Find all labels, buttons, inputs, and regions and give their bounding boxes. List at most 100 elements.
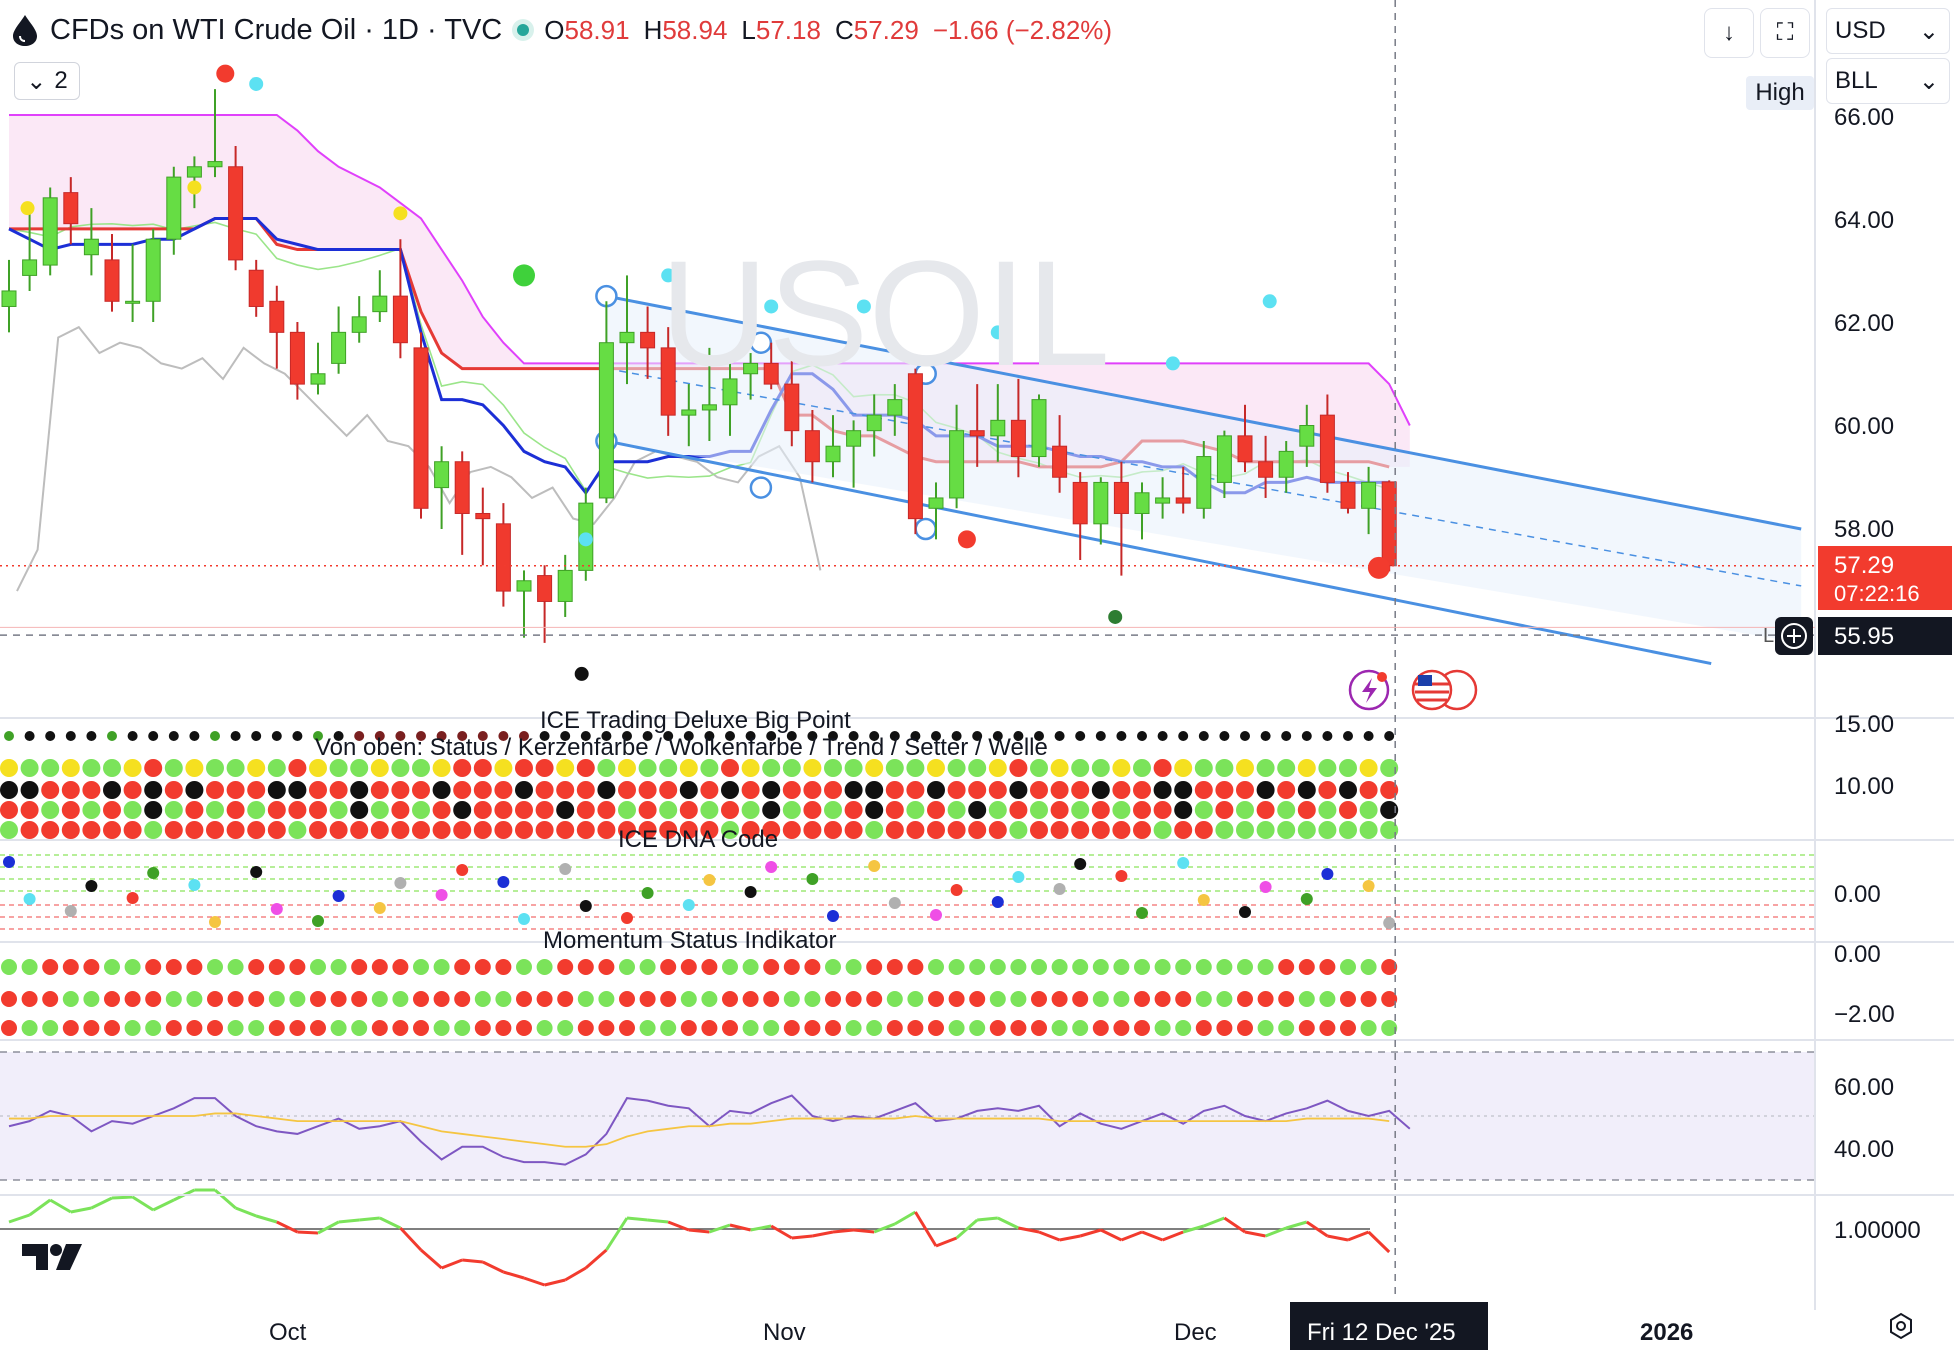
- candle-body: [454, 461, 470, 514]
- price-label: 58.00: [1834, 516, 1894, 543]
- candle: [248, 259, 264, 317]
- osc-segment: [1305, 1220, 1329, 1238]
- bigpoint-dot: [824, 781, 842, 799]
- bigpoint-dot: [1359, 801, 1378, 819]
- bigpoint-dot: [103, 781, 121, 799]
- crosshair-date-tag: [1290, 1302, 1488, 1350]
- bigpoint-dot: [1050, 759, 1069, 777]
- candle: [331, 306, 347, 374]
- momentum-dot: [104, 959, 120, 975]
- bigpoint-dot: [1256, 781, 1275, 799]
- big-point-title: ICE Trading Deluxe Big Point: [540, 707, 851, 734]
- bigpoint-dot: [148, 731, 159, 741]
- momentum-dot: [742, 1020, 759, 1036]
- bigpoint-dot: [1174, 821, 1193, 839]
- bigpoint-dot: [638, 781, 657, 799]
- bigpoint-dot: [226, 759, 245, 777]
- dna-dot: [23, 893, 36, 905]
- candle-body: [434, 461, 450, 489]
- bigpoint-dot: [906, 759, 925, 777]
- momentum-dot: [207, 991, 223, 1007]
- momentum-dot: [783, 991, 800, 1007]
- bigpoint-dot: [350, 821, 369, 839]
- tradingview-logo[interactable]: [22, 1240, 84, 1274]
- bigpoint-dot: [0, 759, 18, 777]
- bigpoint-dot: [622, 731, 632, 741]
- dna-dot: [1259, 881, 1272, 893]
- candle: [825, 415, 841, 478]
- bigpoint-dot: [226, 781, 245, 799]
- candle: [907, 368, 923, 535]
- bigpoint-dot: [745, 731, 756, 741]
- candle-body: [516, 580, 532, 592]
- osc-segment: [1327, 1234, 1349, 1242]
- bigpoint-dot: [535, 801, 554, 819]
- currency-select[interactable]: USD ⌄: [1826, 8, 1950, 54]
- momentum-dot: [1278, 959, 1295, 975]
- collapse-indicators-button[interactable]: ⌄ 2: [14, 62, 80, 100]
- settings-icon[interactable]: [1890, 1312, 1912, 1340]
- bigpoint-dot: [168, 731, 179, 741]
- us-flag-icon[interactable]: [1411, 669, 1478, 711]
- candle-body: [125, 300, 141, 304]
- osc-segment: [1265, 1226, 1287, 1238]
- bigpoint-dot: [309, 821, 327, 839]
- osc-segment: [729, 1223, 751, 1232]
- osc-segment: [111, 1195, 133, 1200]
- candle-body: [1381, 481, 1397, 567]
- market-status-icon[interactable]: [512, 19, 535, 41]
- osc-segment: [853, 1228, 875, 1234]
- bigpoint-dot: [20, 821, 39, 839]
- bigpoint-dot: [185, 821, 204, 839]
- axes: [0, 0, 1954, 1310]
- download-button[interactable]: ↓: [1704, 8, 1754, 58]
- osc-segment: [832, 1228, 854, 1234]
- bigpoint-dot: [1050, 821, 1069, 839]
- bigpoint-dot: [226, 801, 245, 819]
- osc-segment: [1100, 1228, 1123, 1242]
- bigpoint-dot: [618, 801, 636, 819]
- lightning-icon[interactable]: [1348, 669, 1390, 711]
- momentum-dot: [1175, 959, 1192, 975]
- candle-body: [186, 166, 202, 178]
- dna-dot: [85, 880, 98, 892]
- dna-dot: [332, 890, 345, 902]
- bigpoint-dot: [354, 731, 365, 741]
- candle-body: [475, 512, 491, 520]
- bigpoint-dot: [807, 731, 818, 741]
- unit-select[interactable]: BLL ⌄: [1826, 58, 1950, 104]
- bigpoint-dot: [185, 759, 204, 777]
- candle: [145, 228, 161, 322]
- bigpoint-dot: [350, 801, 369, 819]
- momentum-dot: [1154, 959, 1171, 975]
- candle: [434, 446, 450, 529]
- bigpoint-dot: [144, 821, 163, 839]
- momentum-dot: [866, 991, 883, 1007]
- bigpoint-dot: [432, 801, 451, 819]
- candle-body: [310, 373, 326, 385]
- dna-dot: [930, 909, 942, 921]
- momentum-dot: [1298, 1020, 1315, 1036]
- candle-body: [1299, 425, 1315, 447]
- bigpoint-dot: [416, 731, 426, 741]
- bigpoint-dot: [560, 731, 571, 741]
- momentum-dot: [1319, 959, 1336, 975]
- screenshot-button[interactable]: ⛶: [1760, 8, 1810, 58]
- bigpoint-dot: [782, 759, 801, 777]
- bigpoint-dot: [782, 781, 801, 799]
- osc-segment: [1347, 1230, 1370, 1242]
- screen-icon: ⛶: [1776, 19, 1794, 46]
- momentum-dot: [742, 991, 759, 1007]
- symbol-title[interactable]: CFDs on WTI Crude Oil · 1D · TVC: [50, 13, 503, 46]
- candle: [1134, 482, 1150, 540]
- bigpoint-dot: [1153, 801, 1172, 819]
- momentum-dot: [639, 1020, 656, 1036]
- momentum-title: Momentum Status Indikator: [543, 927, 836, 954]
- osc-segment: [70, 1206, 92, 1214]
- momentum-dot: [1, 991, 17, 1007]
- bigpoint-dot: [494, 759, 513, 777]
- momentum-dot: [804, 959, 821, 975]
- momentum-dot: [392, 959, 409, 975]
- dna-dot: [621, 912, 633, 924]
